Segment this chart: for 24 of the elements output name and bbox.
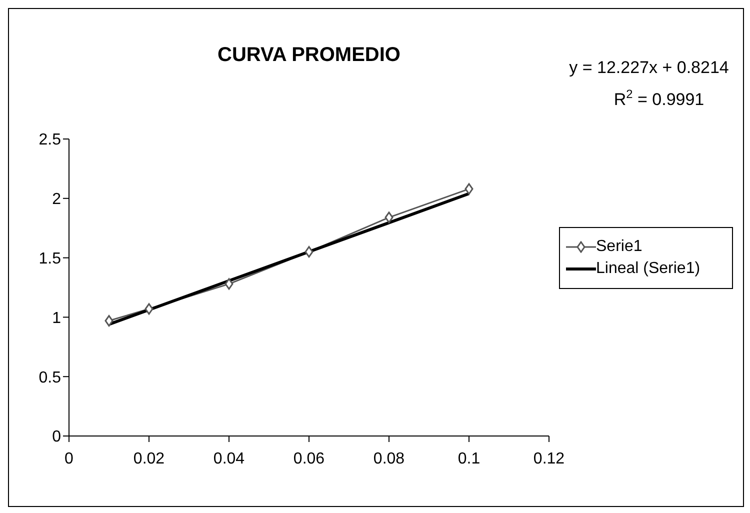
point <box>304 246 314 258</box>
x-tick-label: 0 <box>64 450 74 468</box>
point <box>384 212 394 224</box>
legend-label: Lineal (Serie1) <box>596 260 700 278</box>
x-tick-label: 0.02 <box>133 450 165 468</box>
point <box>464 183 474 195</box>
y-tick-label: 1.5 <box>38 250 62 268</box>
y-tick-label: 0.5 <box>38 369 62 386</box>
x-tick-label: 0.08 <box>373 450 405 468</box>
y-tick-label: 1 <box>52 310 62 327</box>
y-tick-label: 2.5 <box>38 132 62 149</box>
point <box>224 278 234 290</box>
legend-label: Serie1 <box>596 238 642 256</box>
y-tick-label: 2 <box>52 191 62 208</box>
y-tick-label: 0 <box>52 428 62 446</box>
point <box>144 303 154 315</box>
chart-title: CURVA PROMEDIO <box>218 44 400 66</box>
text: y = 12.227x + 0.8214 <box>569 58 729 77</box>
x-tick-label: 0.04 <box>213 450 245 468</box>
point <box>104 315 114 327</box>
x-tick-label: 0.06 <box>293 450 325 468</box>
x-tick-label: 0.12 <box>533 450 565 468</box>
text: R$^{2}$ = 0.9991 <box>614 87 704 109</box>
x-tick-label: 0.1 <box>458 450 480 468</box>
